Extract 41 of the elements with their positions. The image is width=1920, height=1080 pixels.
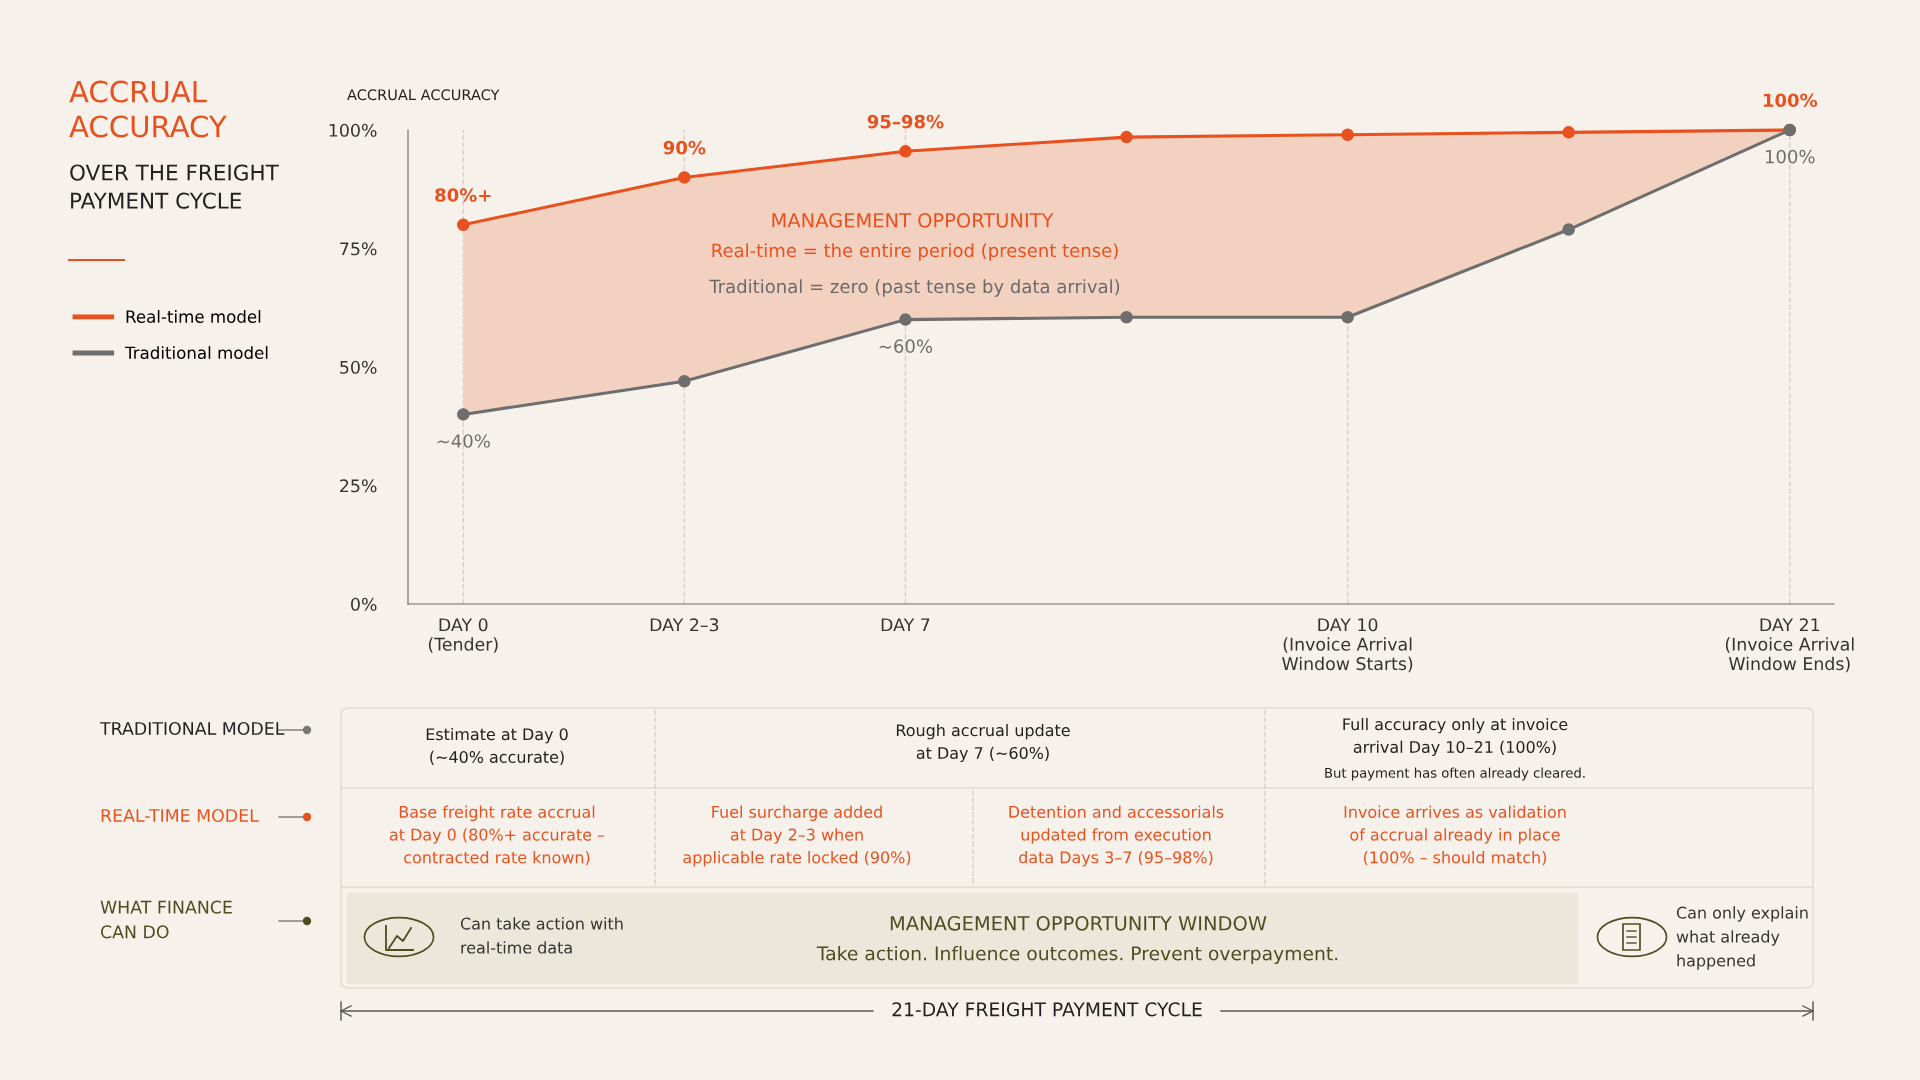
annotation: MANAGEMENT OPPORTUNITY xyxy=(772,212,1054,228)
text: Take action. Influence outcomes. Prevent overpayment. xyxy=(816,945,1338,965)
data-label: ~60% xyxy=(879,339,933,354)
annotation: Real-time = the entire period (present tense) xyxy=(712,243,1118,261)
text: TRADITIONAL MODEL xyxy=(99,721,285,736)
y-tick-label: 0% xyxy=(351,597,377,611)
text: 21-DAY FREIGHT PAYMENT CYCLE xyxy=(892,1002,1202,1017)
text: OVER THE FREIGHT PAYMENT CYCLE xyxy=(70,164,279,209)
text: ACCRUAL ACCURACY xyxy=(69,80,227,138)
x-tick-label: DAY 2–3 xyxy=(650,618,719,632)
data-label: 95–98% xyxy=(867,114,944,129)
text: But payment has often already cleared. xyxy=(1325,767,1585,781)
legend-label: Real-time model xyxy=(126,310,261,323)
text: REAL-TIME MODEL xyxy=(101,808,259,823)
y-tick-label: 25% xyxy=(340,479,377,493)
data-label: 100% xyxy=(1765,149,1815,164)
x-tick-label: DAY 7 xyxy=(881,618,930,632)
text: Can take action with real-time data xyxy=(460,917,623,954)
text: Full accuracy only at invoice arrival Day 10–21 (100%) xyxy=(1343,717,1568,757)
text: Detention and accessorials updated from execution data Days 3–7 (95–98%) xyxy=(1009,805,1224,867)
text: MANAGEMENT OPPORTUNITY WINDOW xyxy=(890,915,1267,931)
x-tick-label: DAY 10 (Invoice Arrival Window Starts) xyxy=(1282,618,1413,673)
text: Base freight rate accrual at Day 0 (80%+ accurate – contracted rate known) xyxy=(389,805,605,866)
text: Fuel surcharge added at Day 2–3 when applicable rate locked (90%) xyxy=(683,805,911,867)
y-axis-title: ACCRUAL ACCURACY xyxy=(347,89,500,101)
x-tick-label: DAY 21 (Invoice Arrival Window Ends) xyxy=(1725,618,1854,673)
text: Can only explain what already happened xyxy=(1676,906,1808,970)
text: Invoice arrives as validation of accrual already in place (100% – should match) xyxy=(1344,805,1566,866)
data-label: 100% xyxy=(1763,93,1818,108)
x-tick-label: DAY 0 (Tender) xyxy=(428,618,498,653)
data-label: ~40% xyxy=(437,434,490,448)
annotation: Traditional = zero (past tense by data arrival) xyxy=(709,279,1120,297)
y-tick-label: 100% xyxy=(329,123,377,137)
text: Rough accrual update at Day 7 (~60%) xyxy=(896,723,1070,763)
y-tick-label: 75% xyxy=(340,242,377,256)
data-label: 80%+ xyxy=(435,188,491,202)
y-tick-label: 50% xyxy=(340,360,377,374)
data-label: 90% xyxy=(663,140,706,155)
legend-label: Traditional model xyxy=(124,346,268,360)
text: WHAT FINANCE CAN DO xyxy=(100,900,232,939)
text: Estimate at Day 0 (~40% accurate) xyxy=(426,727,568,765)
